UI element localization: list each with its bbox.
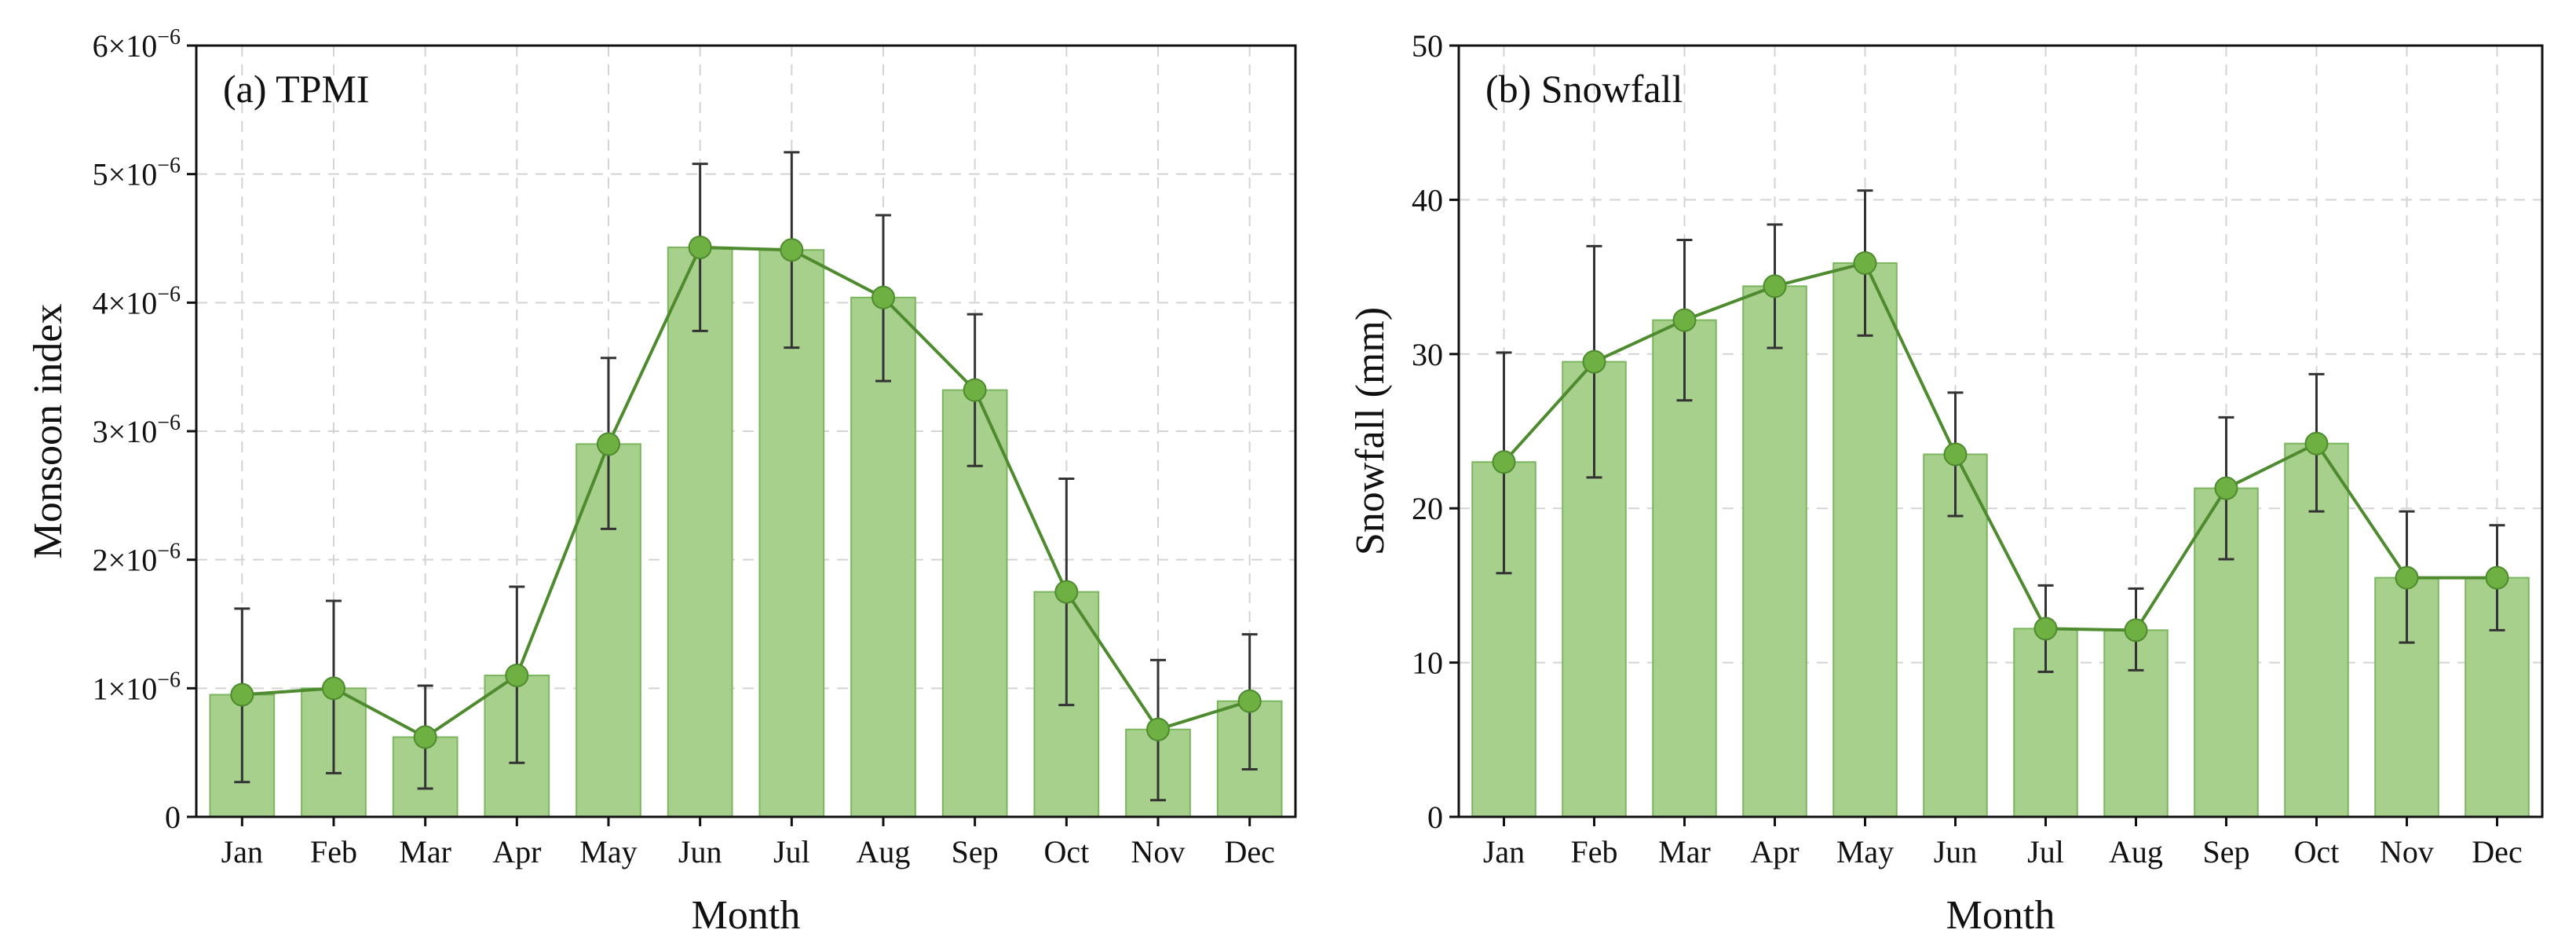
ytick-label: 20 bbox=[1412, 491, 1443, 526]
bar-jun bbox=[667, 246, 733, 818]
data-point-jan bbox=[230, 683, 254, 707]
data-point-apr bbox=[505, 663, 529, 687]
data-point-jan bbox=[1492, 450, 1516, 474]
chart-panel-tpmi: 01×10−62×10−63×10−64×10−65×10−66×10−6Jan… bbox=[26, 25, 1297, 938]
xtick-label: May bbox=[579, 834, 637, 869]
xtick-label: Apr bbox=[492, 834, 541, 869]
ytick-label: 10 bbox=[1412, 646, 1443, 681]
data-point-oct bbox=[1054, 580, 1079, 604]
xtick-label: Mar bbox=[399, 834, 451, 869]
xtick-label: Oct bbox=[1043, 834, 1089, 869]
ytick-label-exponent: −6 bbox=[157, 411, 181, 435]
ytick-label: 40 bbox=[1412, 182, 1443, 218]
xtick-label: May bbox=[1836, 834, 1894, 869]
xtick-label: Aug bbox=[857, 834, 911, 869]
ytick-label-base: 6×10 bbox=[93, 28, 158, 64]
ytick-label-base: 3×10 bbox=[93, 414, 158, 449]
data-point-mar bbox=[1672, 308, 1697, 332]
ytick-label-exponent: −6 bbox=[157, 154, 181, 178]
data-point-dec bbox=[2485, 566, 2509, 590]
ytick-label-base: 1×10 bbox=[93, 671, 158, 706]
ytick-label-base: 40 bbox=[1412, 182, 1443, 218]
xtick-label: Jan bbox=[1483, 834, 1525, 869]
ytick-label-base: 5×10 bbox=[93, 157, 158, 192]
ytick-label-base: 50 bbox=[1412, 28, 1443, 64]
data-point-aug bbox=[871, 285, 895, 309]
data-point-jul bbox=[2033, 617, 2058, 641]
ytick-label: 0 bbox=[1427, 800, 1443, 835]
ytick-label: 6×10−6 bbox=[93, 25, 181, 64]
data-point-feb bbox=[322, 676, 345, 701]
data-point-jul bbox=[780, 238, 804, 262]
plot-frame bbox=[1457, 44, 2544, 818]
xtick-label: Nov bbox=[1131, 834, 1186, 869]
ytick-label-base: 4×10 bbox=[93, 285, 158, 320]
data-point-nov bbox=[2395, 566, 2419, 590]
ytick-label-base: 20 bbox=[1412, 491, 1443, 526]
ytick-label-base: 30 bbox=[1412, 337, 1443, 372]
ytick-label-exponent: −6 bbox=[157, 540, 181, 564]
series-line bbox=[242, 245, 1251, 739]
xtick-label: Jun bbox=[678, 834, 722, 869]
xtick-label: Jul bbox=[773, 834, 810, 869]
bar-aug bbox=[850, 296, 916, 818]
ytick-label: 5×10−6 bbox=[93, 154, 181, 192]
xtick-label: Sep bbox=[952, 834, 999, 869]
xtick-label: Feb bbox=[1571, 834, 1618, 869]
ytick-label: 3×10−6 bbox=[93, 411, 181, 449]
ytick-label-base: 0 bbox=[1427, 800, 1443, 835]
data-point-may bbox=[1853, 251, 1877, 275]
data-point-sep bbox=[963, 378, 987, 402]
data-point-jun bbox=[1943, 442, 1968, 467]
xtick-label: Jul bbox=[2027, 834, 2064, 869]
xtick-label: Oct bbox=[2294, 834, 2340, 869]
data-point-nov bbox=[1146, 717, 1170, 741]
ytick-label-base: 10 bbox=[1412, 646, 1443, 681]
bar-may bbox=[1832, 262, 1898, 818]
bar-mar bbox=[1652, 319, 1717, 818]
panel-title: (b) Snowfall bbox=[1485, 67, 1683, 111]
y-axis-title: Snowfall (mm) bbox=[1348, 307, 1393, 555]
data-point-apr bbox=[1763, 274, 1787, 298]
ytick-label: 2×10−6 bbox=[93, 540, 181, 578]
data-point-may bbox=[597, 432, 620, 456]
xtick-label: Jun bbox=[1934, 834, 1978, 869]
y-axis-title: Monsoon index bbox=[26, 304, 71, 559]
data-point-jun bbox=[688, 235, 712, 259]
ytick-label-exponent: −6 bbox=[157, 25, 181, 49]
xtick-label: Nov bbox=[2380, 834, 2434, 869]
ytick-label-exponent: −6 bbox=[157, 282, 181, 306]
data-point-dec bbox=[1237, 689, 1262, 713]
ytick-label: 0 bbox=[165, 800, 181, 835]
data-point-feb bbox=[1582, 350, 1606, 374]
ytick-label: 1×10−6 bbox=[93, 668, 181, 706]
panel-title: (a) TPMI bbox=[223, 67, 370, 111]
data-point-oct bbox=[2304, 431, 2329, 456]
xtick-label: Sep bbox=[2203, 834, 2250, 869]
xtick-label: Apr bbox=[1750, 834, 1799, 869]
x-axis-title: Month bbox=[692, 893, 801, 938]
x-axis-title: Month bbox=[1946, 893, 2055, 938]
ytick-label-base: 2×10 bbox=[93, 543, 158, 578]
xtick-label: Aug bbox=[2109, 834, 2163, 869]
xtick-label: Dec bbox=[2472, 834, 2522, 869]
data-point-sep bbox=[2214, 476, 2238, 500]
bar-apr bbox=[1742, 285, 1807, 818]
xtick-label: Mar bbox=[1658, 834, 1711, 869]
ytick-label-exponent: −6 bbox=[157, 668, 181, 692]
ytick-label-base: 0 bbox=[165, 800, 181, 835]
ytick-label: 4×10−6 bbox=[93, 282, 181, 320]
xtick-label: Feb bbox=[310, 834, 357, 869]
xtick-label: Jan bbox=[221, 834, 263, 869]
chart-panel-snowfall: 0 10 20 30 40 50 Jan Feb Mar Apr May Jun Jul Aug Sep Oc… bbox=[1348, 28, 2544, 938]
xtick-label: Dec bbox=[1224, 834, 1274, 869]
data-point-aug bbox=[2124, 618, 2148, 642]
ytick-label: 30 bbox=[1412, 337, 1443, 372]
data-point-mar bbox=[413, 725, 437, 749]
ytick-label: 50 bbox=[1412, 28, 1443, 64]
series-line bbox=[1503, 261, 2497, 632]
